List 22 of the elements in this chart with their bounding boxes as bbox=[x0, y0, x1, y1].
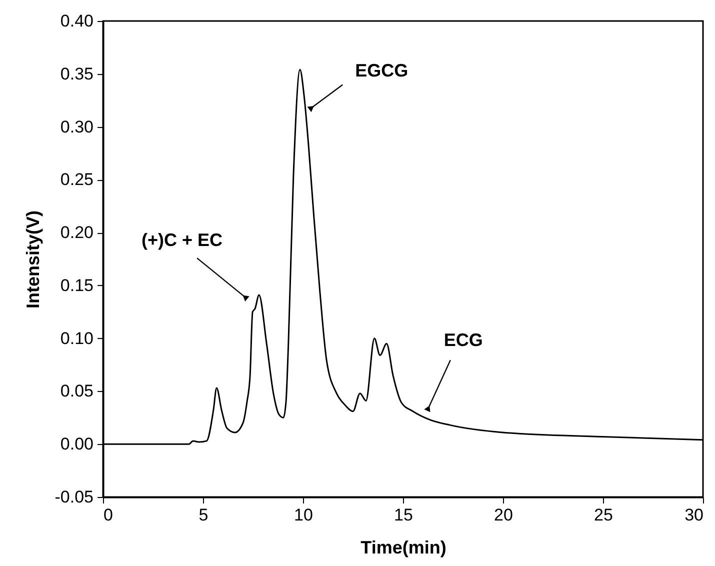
annotation: ECG bbox=[444, 330, 483, 350]
x-tick-label: 25 bbox=[594, 506, 613, 524]
x-tick-label: 10 bbox=[294, 506, 313, 524]
x-axis-title: Time(min) bbox=[360, 538, 446, 558]
x-tick-label: 30 bbox=[684, 506, 704, 524]
x-tick-label: 5 bbox=[198, 506, 208, 524]
y-tick-label: -0.05 bbox=[54, 488, 94, 506]
y-tick-label: 0.20 bbox=[60, 223, 94, 242]
annotation: (+)C + EC bbox=[141, 230, 223, 250]
y-axis-title: Intensity(V) bbox=[22, 210, 43, 309]
x-tick-label: 15 bbox=[394, 506, 413, 524]
y-tick-label: 0.15 bbox=[60, 276, 94, 295]
y-tick-label: 0.05 bbox=[60, 382, 94, 401]
x-tick-label: 0 bbox=[104, 506, 113, 524]
y-tick-label: 0.40 bbox=[60, 12, 94, 30]
y-tick-label: 0.25 bbox=[60, 170, 94, 190]
x-tick-label: 20 bbox=[494, 506, 513, 524]
y-tick-label: 0.00 bbox=[60, 434, 94, 454]
y-tick-label: 0.30 bbox=[60, 117, 94, 136]
annotation: EGCG bbox=[355, 60, 408, 81]
y-tick-label: 0.35 bbox=[60, 64, 94, 84]
y-tick-label: 0.10 bbox=[60, 328, 94, 348]
